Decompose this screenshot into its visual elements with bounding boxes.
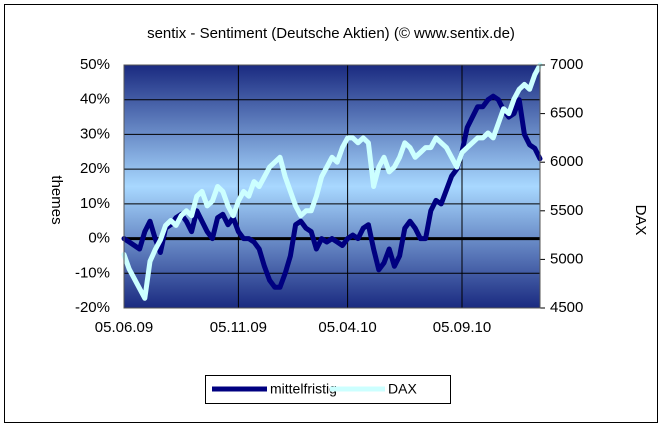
y-axis-label: themes	[48, 175, 65, 224]
y2-axis-label: DAX	[632, 205, 649, 236]
y2-tick-label: 6000	[550, 153, 583, 170]
legend-label: mittelfristig	[270, 381, 337, 397]
chart-title: sentix - Sentiment (Deutsche Aktien) (© …	[147, 25, 515, 42]
y2-tick-label: 5000	[550, 250, 583, 267]
y2-tick-label: 4500	[550, 299, 583, 316]
x-tick-label: 05.04.10	[318, 319, 376, 336]
x-tick-label: 05.09.10	[433, 319, 491, 336]
series-line	[121, 62, 543, 301]
y-tick-label: -20%	[75, 299, 110, 316]
y-tick-label: 50%	[80, 56, 110, 73]
y-tick-label: -10%	[75, 264, 110, 281]
x-tick-label: 05.06.09	[95, 319, 153, 336]
y-tick-label: 0%	[88, 230, 110, 247]
y-tick-label: 10%	[80, 195, 110, 212]
plot-area	[124, 65, 540, 308]
y-tick-label: 40%	[80, 91, 110, 108]
y-tick-label: 20%	[80, 160, 110, 177]
y2-tick-label: 5500	[550, 202, 583, 219]
series-line	[121, 93, 543, 290]
legend-label: DAX	[388, 381, 417, 397]
y-tick-label: 30%	[80, 125, 110, 142]
plot-border	[123, 64, 541, 309]
y2-tick-label: 6500	[550, 105, 583, 122]
x-tick-label: 05.11.09	[210, 319, 267, 336]
y2-tick-label: 7000	[550, 56, 583, 73]
